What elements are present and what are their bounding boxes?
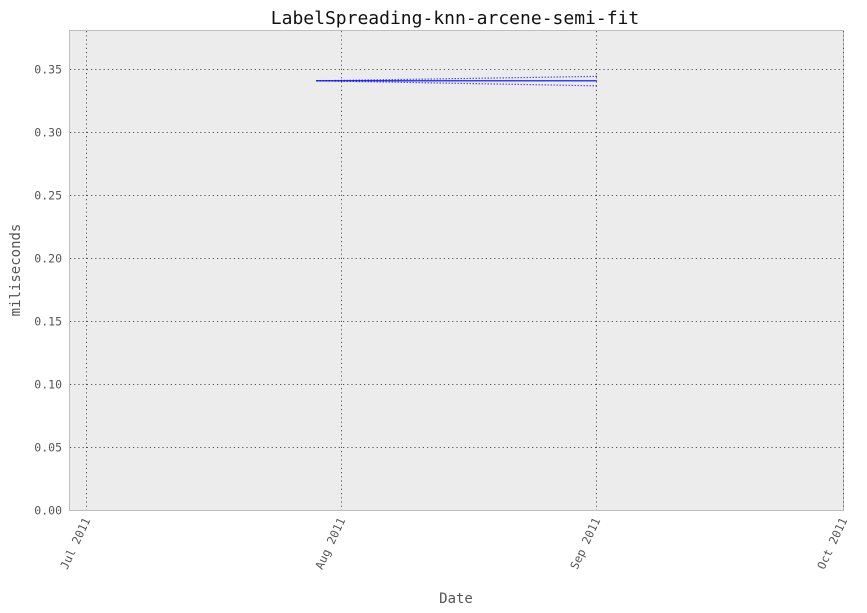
x-tick-labels: Jul 2011 Aug 2011 Sep 2011 Oct 2011 [57,515,850,571]
y-grid [70,69,843,448]
y-tick-label: 0.10 [34,378,62,392]
y-tick-label: 0.00 [34,504,62,518]
series-point-lower [595,85,597,87]
chart-title: LabelSpreading-knn-arcene-semi-fit [271,8,639,29]
series-group [316,75,597,87]
y-tick-label: 0.35 [34,63,62,77]
y-tick-labels: 0.00 0.05 0.10 0.15 0.20 0.25 0.30 0.35 [34,63,62,518]
y-axis-label: miliseconds [8,224,24,317]
y-tick-label: 0.05 [34,441,62,455]
x-grid [86,31,844,510]
x-tick-label: Sep 2011 [567,515,603,571]
x-axis-label: Date [439,591,473,607]
y-tick-label: 0.15 [34,315,62,329]
series-point-mean [595,80,597,82]
series-point-lower [316,80,318,82]
x-tick-label: Oct 2011 [814,515,850,571]
x-tick-label: Aug 2011 [312,515,348,571]
y-tick-label: 0.20 [34,252,62,266]
y-tick-label: 0.30 [34,126,62,140]
series-point-upper [595,75,597,77]
plot-area [69,30,844,511]
x-tick-label: Jul 2011 [57,515,93,571]
y-tick-label: 0.25 [34,189,62,203]
